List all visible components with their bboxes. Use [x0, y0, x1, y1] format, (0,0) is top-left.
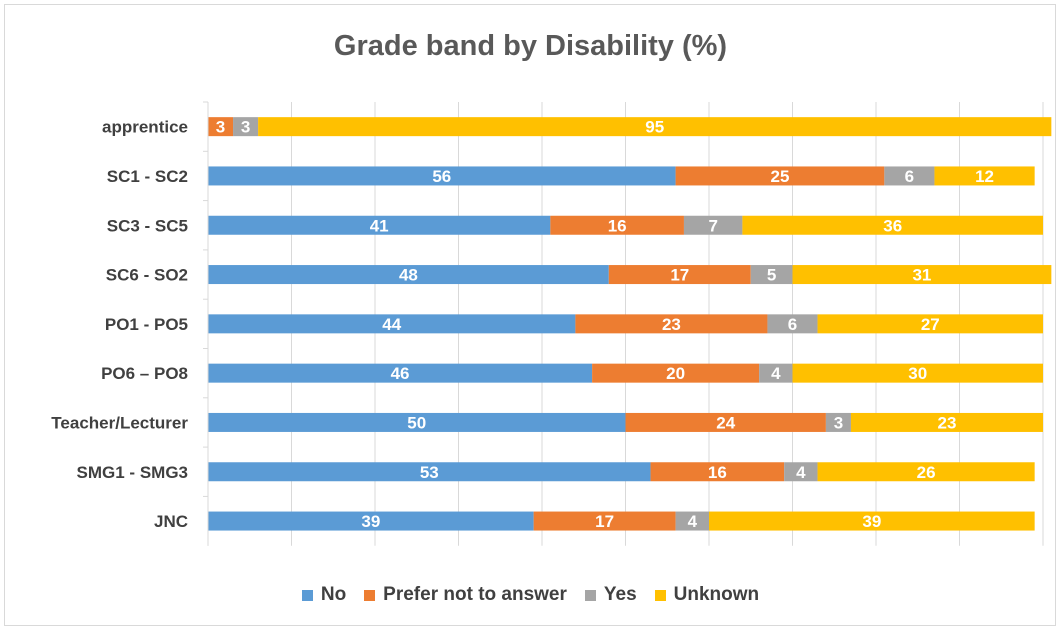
- category-label: apprentice: [102, 118, 188, 137]
- bar-segment: [850, 412, 1043, 432]
- bar-segment: [208, 265, 609, 285]
- legend-swatch-prefer-not: [364, 589, 376, 601]
- data-label: 41: [370, 216, 389, 235]
- bar-segment: [709, 511, 1035, 531]
- data-label: 12: [975, 167, 994, 186]
- bar-segment: [759, 363, 793, 383]
- bar-segment: [208, 412, 626, 432]
- data-label: 50: [407, 413, 426, 432]
- data-label: 39: [361, 512, 380, 531]
- bar-segment: [575, 314, 768, 334]
- bar-segment: [675, 166, 885, 186]
- data-label: 39: [862, 512, 881, 531]
- chart-title: Grade band by Disability (%): [333, 30, 728, 62]
- data-label: 6: [905, 167, 914, 186]
- bar-segment: [208, 117, 234, 137]
- bar-segment: [608, 265, 751, 285]
- bar-segment: [208, 363, 593, 383]
- bar-segment: [750, 265, 793, 285]
- legend-swatch-unknown: [654, 589, 666, 601]
- data-label: 23: [662, 315, 681, 334]
- data-label: 20: [666, 364, 685, 383]
- data-label: 17: [595, 512, 614, 531]
- data-label: 6: [788, 315, 797, 334]
- category-label: PO6 – PO8: [101, 364, 188, 383]
- data-label: 16: [608, 216, 627, 235]
- legend-item-no: No: [301, 584, 347, 606]
- bar-segment: [208, 511, 534, 531]
- data-label: 17: [670, 266, 689, 285]
- bar-segment: [650, 462, 785, 482]
- bar-segment: [208, 462, 651, 482]
- bar-segment: [792, 363, 1043, 383]
- legend-swatch-no: [301, 589, 313, 601]
- legend-label-unknown: Unknown: [673, 584, 760, 605]
- data-label: 56: [432, 167, 451, 186]
- bar-segment: [792, 265, 1052, 285]
- legend-item-unknown: Unknown: [654, 584, 760, 606]
- data-label: 16: [708, 463, 727, 482]
- bar-segment: [742, 215, 1043, 235]
- category-label: SC3 - SC5: [107, 216, 188, 235]
- data-label: 24: [716, 413, 735, 432]
- data-label: 31: [912, 266, 931, 285]
- legend-label-prefer-not: Prefer not to answer: [383, 584, 567, 605]
- data-label: 95: [645, 118, 664, 137]
- bar-segment: [825, 412, 851, 432]
- legend: No Prefer not to answer Yes Unknown: [0, 584, 1061, 606]
- bar-segment: [258, 117, 1052, 137]
- bar-segment: [683, 215, 743, 235]
- data-label: 4: [796, 463, 806, 482]
- data-label: 48: [399, 266, 418, 285]
- data-label: 26: [917, 463, 936, 482]
- data-label: 25: [771, 167, 790, 186]
- bar-segment: [550, 215, 684, 235]
- data-label: 3: [216, 118, 225, 137]
- category-label: SMG1 - SMG3: [77, 463, 188, 482]
- data-label: 5: [767, 266, 776, 285]
- bar-segment: [784, 462, 818, 482]
- category-label: SC6 - SO2: [106, 266, 188, 285]
- data-label: 4: [688, 512, 698, 531]
- data-label: 44: [382, 315, 401, 334]
- bar-segment: [208, 166, 676, 186]
- bar-segment: [767, 314, 818, 334]
- bar-segment: [884, 166, 935, 186]
- legend-item-prefer-not: Prefer not to answer: [364, 584, 567, 606]
- legend-label-no: No: [320, 584, 347, 605]
- bar-segment: [934, 166, 1035, 186]
- data-label: 53: [420, 463, 439, 482]
- legend-label-yes: Yes: [603, 584, 637, 605]
- category-label: PO1 - PO5: [105, 315, 188, 334]
- bar-segment: [675, 511, 709, 531]
- category-label: SC1 - SC2: [107, 167, 188, 186]
- bar-segment: [592, 363, 760, 383]
- bar-segment: [208, 215, 551, 235]
- bar-segment: [533, 511, 676, 531]
- bar-segment: [817, 314, 1043, 334]
- bar-segment: [208, 314, 576, 334]
- data-label: 46: [391, 364, 410, 383]
- bar-segment: [817, 462, 1035, 482]
- category-label: Teacher/Lecturer: [51, 413, 188, 432]
- data-label: 3: [834, 413, 843, 432]
- data-label: 4: [771, 364, 781, 383]
- data-label: 23: [938, 413, 957, 432]
- data-label: 7: [708, 216, 717, 235]
- data-label: 36: [883, 216, 902, 235]
- data-label: 3: [241, 118, 250, 137]
- legend-item-yes: Yes: [584, 584, 637, 606]
- bar-segment: [625, 412, 826, 432]
- legend-swatch-yes: [584, 589, 596, 601]
- category-label: JNC: [154, 512, 188, 531]
- data-label: 27: [921, 315, 940, 334]
- data-label: 30: [908, 364, 927, 383]
- bar-segment: [233, 117, 259, 137]
